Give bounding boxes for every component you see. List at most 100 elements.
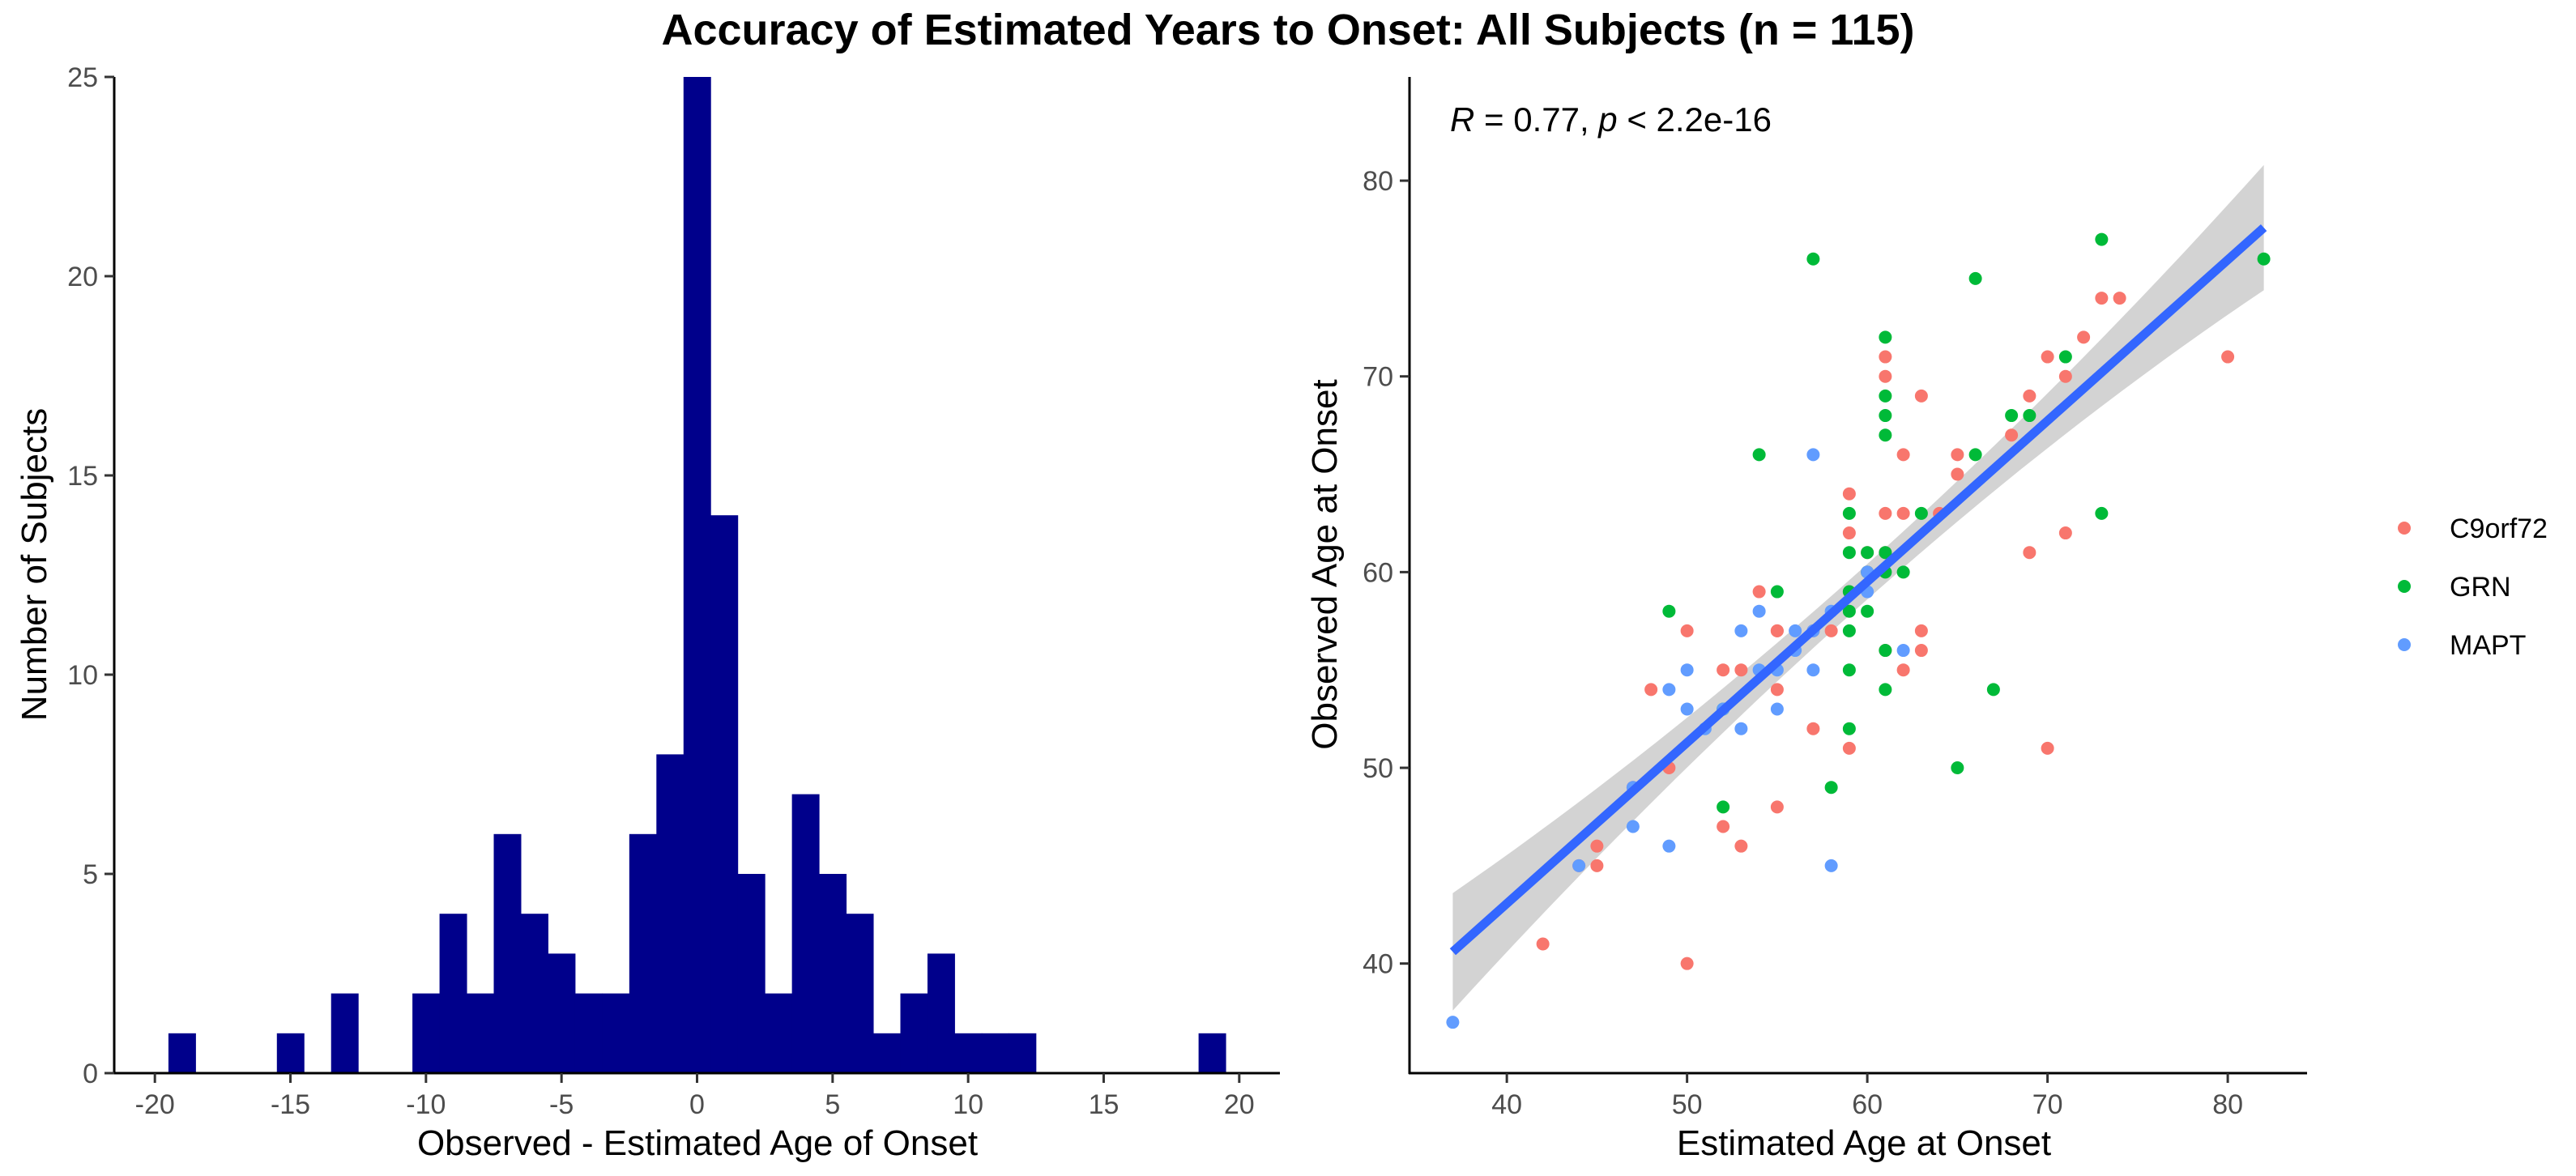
histogram-bar — [602, 993, 630, 1073]
point-grn — [1879, 389, 1892, 403]
point-mapt — [1806, 448, 1820, 462]
point-grn — [2023, 409, 2036, 423]
point-c9orf72 — [1842, 741, 1856, 755]
r-symbol: R — [1450, 100, 1474, 138]
point-c9orf72 — [2077, 330, 2091, 344]
histogram-panel: -20 -15 -10 -5 0 5 10 15 20 0 5 10 15 20 25 Observed … — [15, 62, 1280, 1163]
point-grn — [1770, 585, 1784, 599]
point-grn — [1842, 722, 1856, 735]
y-tick-label: 20 — [67, 262, 98, 292]
x-tick-label: 20 — [1224, 1089, 1255, 1120]
point-mapt — [1734, 624, 1748, 637]
point-grn — [1879, 428, 1892, 442]
point-mapt — [1662, 683, 1676, 697]
histogram-bar — [900, 993, 928, 1073]
point-grn — [1879, 546, 1892, 560]
point-c9orf72 — [1896, 663, 1910, 677]
point-grn — [2095, 506, 2109, 520]
point-c9orf72 — [2221, 350, 2235, 364]
point-mapt — [1572, 859, 1586, 872]
histogram-bar — [1009, 1033, 1037, 1073]
x-tick-label: -20 — [135, 1089, 175, 1120]
histogram-bar — [493, 833, 522, 1073]
point-grn — [1861, 604, 1874, 618]
x-tick-label: 0 — [689, 1089, 705, 1120]
histogram-bar — [791, 794, 820, 1073]
x-tick-label: 50 — [1672, 1089, 1703, 1120]
legend-key — [2398, 580, 2411, 593]
histogram-bar — [683, 77, 711, 1073]
legend-label: MAPT — [2450, 630, 2526, 661]
p-symbol: p — [1597, 100, 1617, 138]
legend-item-mapt: MAPT — [2398, 630, 2526, 661]
histogram-bar — [954, 1033, 983, 1073]
y-tick-label: 25 — [67, 62, 98, 93]
point-c9orf72 — [1914, 389, 1928, 403]
histogram-bar — [846, 914, 874, 1073]
x-tick-label: 80 — [2212, 1089, 2243, 1120]
scatter-points — [1446, 232, 2271, 1029]
point-mapt — [1824, 859, 1838, 872]
point-grn — [1968, 448, 1982, 462]
legend-key — [2398, 638, 2411, 651]
x-tick-label: 15 — [1089, 1089, 1120, 1120]
legend-item-c9orf72: C9orf72 — [2398, 513, 2548, 544]
point-c9orf72 — [1842, 487, 1856, 501]
histogram-bar — [1198, 1033, 1226, 1073]
point-mapt — [1446, 1016, 1460, 1029]
point-grn — [1986, 683, 2000, 697]
point-c9orf72 — [1770, 683, 1784, 697]
histogram-bar — [656, 754, 685, 1073]
point-grn — [1861, 546, 1874, 560]
point-mapt — [1734, 722, 1748, 735]
histogram-y-ticks: 0 5 10 15 20 25 — [67, 62, 114, 1089]
histogram-bar — [710, 515, 739, 1073]
histogram-y-axis-label: Number of Subjects — [15, 408, 54, 721]
point-grn — [2005, 409, 2019, 423]
x-tick-label: 70 — [2032, 1089, 2063, 1120]
point-c9orf72 — [2023, 546, 2036, 560]
point-grn — [2095, 232, 2109, 246]
histogram-bar — [574, 993, 603, 1073]
x-tick-label: 40 — [1491, 1089, 1522, 1120]
histogram-x-axis-label: Observed - Estimated Age of Onset — [417, 1123, 978, 1163]
point-grn — [1914, 506, 1928, 520]
point-c9orf72 — [1536, 937, 1550, 951]
point-grn — [1662, 604, 1676, 618]
x-tick-label: 5 — [825, 1089, 840, 1120]
point-grn — [1879, 683, 1892, 697]
histogram-bar — [819, 874, 847, 1073]
point-c9orf72 — [1770, 624, 1784, 637]
histogram-bar — [467, 993, 495, 1073]
point-grn — [1879, 330, 1892, 344]
point-grn — [2257, 252, 2271, 266]
histogram-bar — [520, 914, 548, 1073]
histogram-bar — [331, 993, 359, 1073]
point-grn — [1842, 546, 1856, 560]
point-c9orf72 — [1896, 506, 1910, 520]
histogram-bar — [981, 1033, 1009, 1073]
point-c9orf72 — [1879, 350, 1892, 364]
point-grn — [1951, 761, 1964, 775]
point-grn — [1717, 800, 1730, 814]
regression-line — [1449, 224, 2267, 956]
scatter-x-ticks: 40 50 60 70 80 — [1491, 1073, 2243, 1120]
point-c9orf72 — [1734, 839, 1748, 853]
histogram-bar — [765, 993, 793, 1073]
y-tick-label: 60 — [1363, 557, 1393, 588]
legend: C9orf72 GRN MAPT — [2398, 513, 2548, 661]
point-c9orf72 — [1806, 722, 1820, 735]
point-c9orf72 — [2041, 350, 2054, 364]
y-tick-label: 70 — [1363, 362, 1393, 393]
point-c9orf72 — [1680, 624, 1694, 637]
y-tick-label: 10 — [67, 660, 98, 691]
p-value: < 2.2e-16 — [1618, 100, 1772, 138]
histogram-bar — [629, 833, 657, 1073]
point-grn — [1842, 506, 1856, 520]
x-tick-label: -5 — [549, 1089, 574, 1120]
histogram-bars — [168, 77, 1226, 1073]
point-c9orf72 — [1951, 448, 1964, 462]
point-grn — [1752, 448, 1766, 462]
point-mapt — [1680, 663, 1694, 677]
y-tick-label: 0 — [83, 1059, 98, 1089]
